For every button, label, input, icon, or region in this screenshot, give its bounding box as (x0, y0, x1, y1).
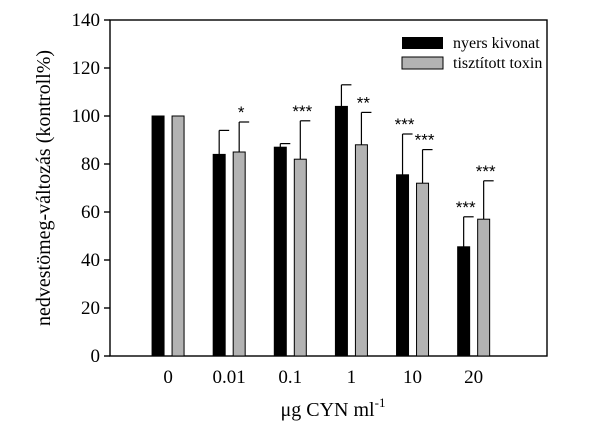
x-axis-title: μg CYN ml-1 (281, 395, 386, 421)
bar-nyers-kivonat (151, 115, 165, 357)
significance-label: *** (415, 131, 435, 150)
bar-tisztitott-toxin (354, 144, 368, 357)
y-tick-label: 20 (81, 298, 100, 319)
plot-frame (109, 19, 548, 357)
bar-tisztitott-toxin (477, 218, 491, 357)
significance-label: *** (292, 102, 312, 121)
significance-label: ** (357, 93, 371, 112)
x-tick-label: 10 (403, 367, 422, 388)
legend-label-nyers-kivonat: nyers kivonat (453, 35, 540, 52)
error-bars-layer (218, 84, 494, 247)
legend: nyers kivonat tisztított toxin (401, 35, 542, 72)
legend-label-tisztitott-toxin: tisztított toxin (453, 55, 542, 72)
significance-label: *** (476, 162, 496, 181)
bar-nyers-kivonat (273, 146, 287, 357)
y-tick-label: 80 (81, 154, 100, 175)
bar-nyers-kivonat (334, 105, 348, 357)
x-tick-label: 20 (464, 367, 483, 388)
bars-layer (151, 105, 491, 357)
y-tick-label: 120 (72, 58, 101, 79)
x-tick-label: 0 (163, 367, 173, 388)
x-axis: 0 0.01 0.1 1 10 20 (163, 367, 483, 388)
significance-label: *** (456, 198, 476, 217)
x-tick-label: 1 (347, 367, 357, 388)
y-axis-title: nedvestömeg-változás (kontroll%) (33, 50, 55, 326)
bar-nyers-kivonat (457, 246, 471, 357)
legend-swatch-nyers-kivonat (402, 37, 443, 49)
significance-label: *** (395, 115, 415, 134)
plot-border (109, 19, 548, 357)
bar-nyers-kivonat (396, 174, 410, 357)
x-axis-title-main: μg CYN ml (281, 399, 376, 421)
y-axis: 0 20 40 60 80 100 120 140 (72, 10, 110, 367)
significance-label: * (238, 103, 245, 122)
bar-tisztitott-toxin (232, 151, 246, 357)
x-tick-label: 0.1 (278, 367, 302, 388)
y-tick-label: 140 (72, 10, 101, 31)
bar-tisztitott-toxin (416, 182, 430, 357)
bar-nyers-kivonat (212, 153, 226, 357)
x-axis-title-superscript: -1 (375, 395, 386, 410)
y-tick-label: 0 (91, 346, 101, 367)
y-tick-label: 100 (72, 106, 101, 127)
y-tick-label: 40 (81, 250, 100, 271)
significance-layer: * *** ************** (238, 93, 496, 216)
bar-tisztitott-toxin (171, 115, 185, 357)
legend-swatch-tisztitott-toxin (401, 56, 444, 70)
y-tick-label: 60 (81, 202, 100, 223)
x-tick-label: 0.01 (213, 367, 246, 388)
bar-tisztitott-toxin (293, 158, 307, 357)
